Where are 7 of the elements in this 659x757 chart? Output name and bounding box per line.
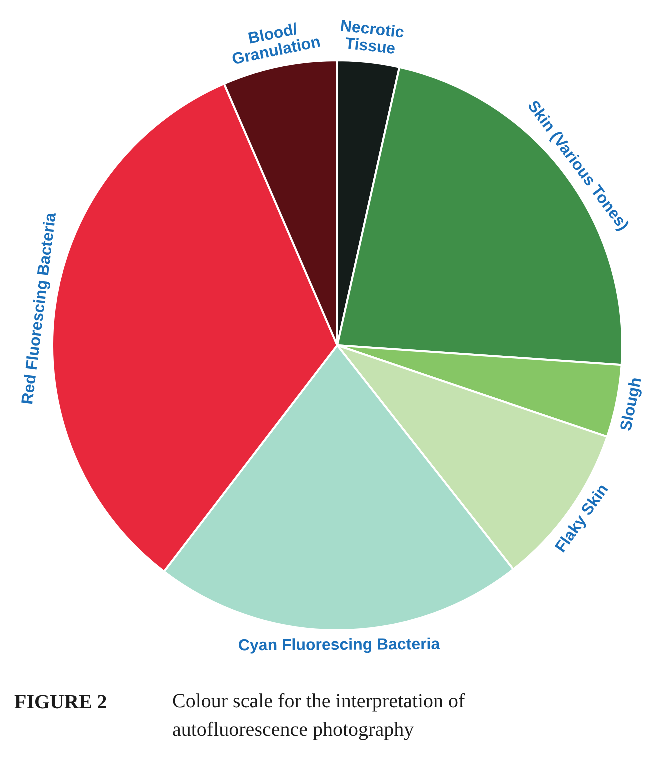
text: Colour scale for the interpretation of autofluorescence photography bbox=[172, 690, 466, 742]
slice-label: Necrotic Tissue bbox=[340, 18, 406, 58]
caption: FIGURE 2 bbox=[14, 692, 108, 714]
slice-label: Red Fluorescing Bacteria bbox=[20, 212, 60, 406]
slice-label: Slough bbox=[618, 376, 646, 433]
slice-label: Cyan Fluorescing Bacteria bbox=[238, 636, 440, 655]
slice-label: Blood/Granulation bbox=[230, 21, 322, 69]
